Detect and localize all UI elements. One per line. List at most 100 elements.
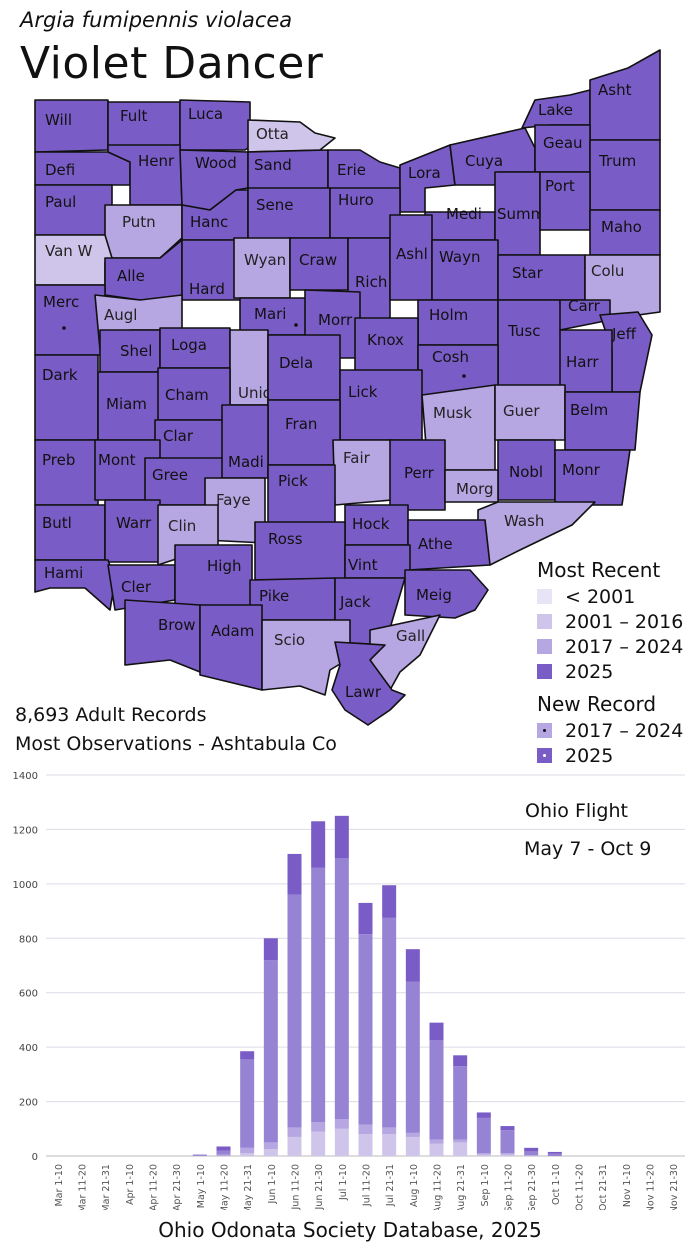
legend-item: 2017 – 2024 [537,718,697,743]
bar-segment [334,1119,349,1129]
county-label: Brow [158,616,196,634]
county-lick: Lick [339,369,423,441]
legend-swatch [537,723,552,738]
bar-segment [405,981,420,1133]
x-tick-label: Jul 21-31 [385,1164,396,1207]
bar-segment [524,1151,539,1156]
county-label: Holm [429,306,468,324]
county-label: Cuya [465,152,503,170]
legend-most-recent-list: < 2001 2001 – 2016 2017 – 2024 2025 [537,584,697,684]
y-tick-label: 1200 [13,825,38,836]
county-star: Star [497,254,586,301]
bar-segment [547,1151,562,1154]
county-monr: Monr [554,449,631,506]
county-label: Fult [120,107,147,125]
county-henr: Henr [107,144,183,206]
county-paul: Paul [34,184,113,236]
bar-segment [500,1154,515,1156]
county-label: Summ [497,205,545,223]
bar-segment [453,1142,468,1156]
county-lawr: Lawr [331,641,406,726]
county-label: Madi [228,453,264,471]
x-tick-label: Mar 21-31 [101,1164,112,1210]
legend-new-record-title: New Record [537,692,657,716]
x-tick-label: Jun 1-10 [267,1164,278,1204]
county-warr: Warr [104,499,161,563]
county-label: Pike [259,587,289,605]
bar-segment [405,1136,420,1156]
county-summ: Summ [494,171,545,256]
bar-segment [476,1117,491,1154]
county-guer: Guer [494,384,566,441]
bar-segment [358,902,373,935]
bar-segment [192,1154,207,1156]
bar-segment [547,1153,562,1156]
x-tick-label: May 1-10 [196,1164,207,1208]
county-label: Scio [274,631,305,649]
county-brow: Brow [124,599,201,673]
county-label: Jeff [611,325,637,343]
county-label: Perr [404,464,435,482]
county-preb: Preb [34,439,99,506]
county-label: Tusc [507,322,540,340]
bar-segment [429,1143,444,1156]
most-observations-text: Most Observations - Ashtabula Co [15,733,337,755]
county-label: Merc [43,293,79,311]
county-label: Carr [568,297,601,315]
county-medi: Medi [424,205,496,241]
county-label: Hanc [190,213,228,231]
county-label: Knox [367,331,404,349]
legend-label: < 2001 [565,585,636,608]
county-label: Geau [543,134,583,152]
county-label: Paul [45,193,76,211]
county-nobl: Nobl [497,439,556,501]
county-label: Dela [279,354,313,372]
bar-segment [334,1128,349,1156]
adult-records-count: 8,693 Adult Records [15,704,207,726]
county-label: Wash [504,512,544,530]
bar-segment [476,1112,491,1118]
bar-segment [287,1136,302,1156]
county-meig: Meig [404,569,489,619]
legend-swatch [537,639,552,654]
legend-label: 2017 – 2024 [565,719,684,742]
county-shel: Shel [99,329,161,373]
county-label: Jack [339,593,371,611]
bar-segment [334,815,349,859]
bar-segment [240,1153,255,1156]
county-label: Monr [562,461,601,479]
x-tick-label: Sep 11-20 [504,1164,515,1210]
new-record-dot [62,326,66,330]
county-cham: Cham [157,367,231,421]
county-van-w: Van W [34,234,113,286]
bar-segment [453,1055,468,1067]
county-otta: Otta [247,119,336,153]
bar-segment [216,1150,231,1155]
county-label: Wayn [439,248,480,266]
county-label: Mont [98,451,136,469]
county-label: Musk [433,404,472,422]
x-tick-label: Apr 11-20 [149,1164,160,1210]
bar-segment [500,1130,515,1154]
x-tick-label: Sep 1-10 [480,1164,491,1207]
bar-segment [524,1147,539,1152]
bar-segment [382,1127,397,1135]
bar-segment [429,1139,444,1144]
bar-segment [429,1040,444,1140]
county-pick: Pick [267,464,336,526]
county-label: Hami [44,564,83,582]
bar-segment [287,1127,302,1137]
county-hami: Hami [34,559,116,611]
x-tick-label: Sep 21-30 [527,1164,538,1210]
county-label: Vint [348,556,378,574]
county-label: Wood [195,154,237,172]
county-label: Putn [122,213,156,231]
bar-segment [192,1155,207,1156]
county-label: Fair [343,449,371,467]
x-tick-label: Oct 21-31 [598,1164,609,1210]
y-tick-label: 400 [19,1043,38,1054]
county-label: Mari [254,305,286,323]
county-label: Gall [396,627,425,645]
bar-segment [240,1059,255,1148]
county-hock: Hock [344,504,409,546]
